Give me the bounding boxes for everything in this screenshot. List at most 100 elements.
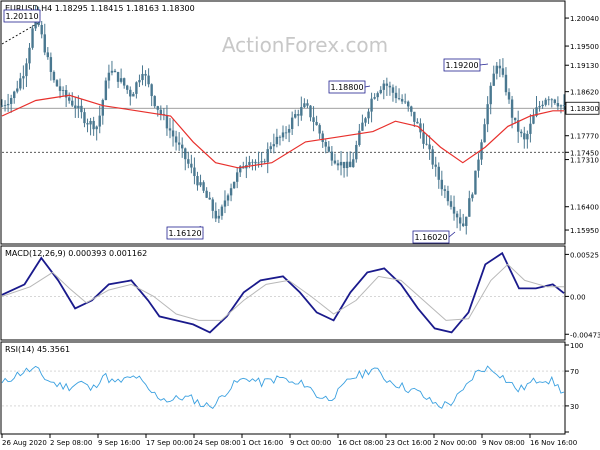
candle-body: [342, 161, 346, 169]
price-tick-label: 1.17310: [570, 157, 599, 165]
candle-body: [526, 133, 529, 140]
candle-body: [489, 85, 492, 105]
candle-body: [147, 75, 150, 85]
candle-body: [28, 47, 31, 64]
price-tick-label: 1.20040: [570, 15, 599, 23]
annotation-box: [328, 80, 366, 94]
candle-body: [416, 121, 419, 124]
candle-body: [394, 92, 398, 99]
candle-body: [31, 28, 34, 48]
candle-body: [263, 161, 266, 163]
candle-body: [290, 117, 294, 129]
candle-body: [52, 71, 56, 81]
candle-body: [315, 121, 318, 126]
annotation-box: [166, 226, 204, 240]
candle-body: [119, 78, 123, 82]
candle-body: [559, 105, 563, 107]
candle-body: [309, 105, 312, 118]
candle-body: [92, 120, 95, 130]
rsi-panel: [0, 341, 566, 435]
candle-body: [16, 88, 19, 92]
rsi-tick-label: 70: [570, 368, 579, 376]
candle-body: [22, 76, 25, 79]
watermark: ActionForex.com: [222, 33, 388, 57]
candle-body: [269, 146, 272, 150]
candle-body: [431, 149, 434, 165]
candle-body: [400, 99, 404, 102]
candle-body: [86, 123, 89, 125]
candle-body: [43, 34, 46, 53]
candle-body: [116, 72, 120, 82]
candle-body: [129, 89, 132, 97]
moving-average-line: [1, 94, 564, 169]
candle-body: [251, 161, 254, 163]
candle-body: [553, 99, 557, 104]
candle-body: [303, 103, 306, 108]
candle-body: [171, 130, 175, 137]
x-tick-label: 16 Nov 16:00: [530, 439, 577, 447]
candle-body: [321, 133, 324, 142]
candle-body: [345, 161, 349, 169]
candle-body: [156, 106, 159, 110]
annotation-leader: [479, 63, 489, 66]
candle-body: [49, 57, 53, 72]
candle-body: [458, 217, 462, 224]
candle-body: [443, 189, 447, 191]
candle-body: [202, 182, 205, 191]
candle-body: [272, 144, 276, 147]
candle-body: [77, 105, 80, 109]
candle-body: [278, 136, 282, 138]
candle-body: [294, 114, 297, 118]
candle-body: [532, 115, 535, 124]
candle-body: [397, 98, 401, 100]
candle-body: [229, 188, 233, 196]
candle-body: [483, 124, 486, 143]
candle-body: [358, 130, 361, 145]
candle-body: [449, 201, 453, 207]
candle-body: [425, 143, 428, 145]
candle-body: [177, 142, 181, 145]
candle-body: [373, 97, 376, 99]
trend-line: [1, 21, 41, 45]
candle-body: [98, 115, 101, 127]
candle-body: [413, 111, 416, 122]
candle-body: [74, 105, 77, 109]
candle-body: [367, 111, 370, 119]
annotation-label: 1.18800: [330, 83, 363, 92]
candle-body: [306, 103, 309, 106]
candle-body: [535, 107, 538, 116]
candle-body: [361, 122, 364, 131]
candle-body: [486, 104, 489, 125]
candle-body: [538, 106, 541, 108]
candle-body: [61, 90, 65, 91]
candle-body: [550, 99, 553, 101]
candle-body: [391, 87, 395, 93]
candle-body: [513, 117, 517, 121]
candle-body: [480, 142, 483, 160]
candle-body: [153, 96, 156, 107]
candle-body: [83, 112, 86, 124]
candle-body: [437, 166, 440, 180]
rsi-tick-label: 30: [570, 403, 579, 411]
candle-body: [544, 99, 547, 105]
candle-body: [529, 123, 532, 134]
candle-body: [220, 206, 224, 216]
candle-body: [190, 163, 193, 168]
annotation-label: 1.16020: [414, 233, 447, 242]
candle-body: [174, 136, 178, 143]
candle-body: [67, 97, 71, 101]
price-panel: [0, 0, 566, 245]
x-tick-label: 1 Oct 16:00: [242, 439, 283, 447]
candle-body: [223, 200, 227, 207]
candle-body: [336, 163, 340, 166]
candle-body: [318, 125, 321, 134]
candle-body: [556, 103, 560, 107]
candle-body: [95, 126, 98, 130]
annotation-box: [443, 58, 481, 72]
candle-body: [184, 148, 187, 160]
candle-body: [504, 74, 508, 93]
candle-body: [89, 120, 92, 125]
candle-body: [187, 159, 190, 164]
candle-body: [3, 105, 7, 107]
candle-body: [113, 70, 117, 73]
